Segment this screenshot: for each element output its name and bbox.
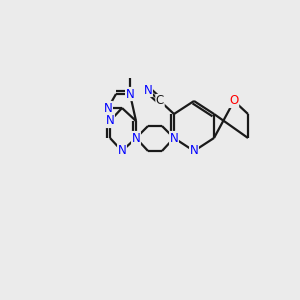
Text: N: N (118, 145, 126, 158)
Text: O: O (230, 94, 238, 107)
Text: N: N (103, 101, 112, 115)
Text: N: N (132, 131, 140, 145)
Text: N: N (106, 115, 114, 128)
Text: N: N (169, 131, 178, 145)
Text: C: C (156, 94, 164, 107)
Text: N: N (144, 83, 152, 97)
Text: N: N (126, 88, 134, 100)
Text: N: N (190, 145, 198, 158)
